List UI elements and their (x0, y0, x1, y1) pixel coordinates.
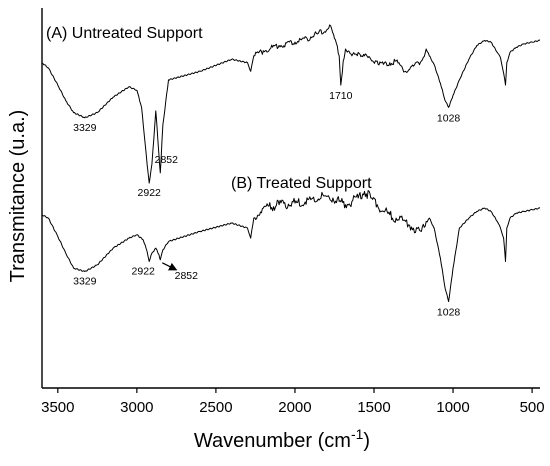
peak-label: 2852 (155, 154, 179, 166)
peak-label: 1028 (437, 307, 461, 319)
x-axis-title-close: ) (363, 430, 370, 452)
peak-labels: 3329 2922 2852 1710 1028 3329 2922 2852 … (73, 90, 460, 319)
x-tick-label: 3500 (41, 399, 74, 416)
x-tick-label: 2000 (278, 399, 311, 416)
peak-label: 3329 (73, 122, 97, 134)
x-tick-label: 2500 (199, 399, 232, 416)
x-tick-label: 1000 (436, 399, 469, 416)
peak-label: 2922 (132, 266, 156, 278)
peak-label: 2922 (138, 187, 162, 199)
series-label-treated: (B) Treated Support (231, 175, 372, 192)
peak-label: 3329 (73, 276, 97, 288)
series-label-untreated: (A) Untreated Support (46, 25, 203, 42)
spectra (41, 24, 541, 303)
x-axis-title-sup: -1 (351, 426, 364, 442)
x-tick-label: 500 (520, 399, 545, 416)
series-line-treated (41, 190, 541, 303)
x-axis-title: Wavenumber (cm-1) (194, 426, 370, 452)
peak-label: 1710 (329, 90, 353, 102)
peak-label: 1028 (437, 112, 461, 124)
series-line-untreated (41, 24, 541, 184)
x-tick-label: 1500 (357, 399, 390, 416)
y-axis-title: Transmitance (u.a.) (7, 110, 29, 283)
x-axis-title-main: Wavenumber (cm (194, 430, 351, 452)
x-tick-label: 3000 (120, 399, 153, 416)
x-axis-ticks: 3500 3000 2500 2000 1500 1000 500 (41, 388, 545, 416)
peak-arrow (162, 262, 178, 271)
peak-label: 2852 (175, 270, 199, 282)
